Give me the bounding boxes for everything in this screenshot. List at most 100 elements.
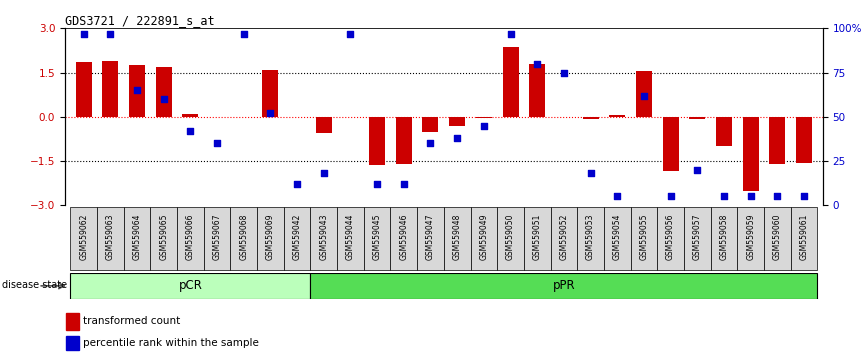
FancyBboxPatch shape [204, 207, 230, 269]
Point [557, 70, 571, 75]
Point [184, 128, 197, 134]
Point [236, 31, 250, 36]
Point [77, 31, 91, 36]
Point [370, 181, 384, 187]
FancyBboxPatch shape [417, 207, 443, 269]
FancyBboxPatch shape [630, 207, 657, 269]
Text: GSM559055: GSM559055 [639, 213, 649, 260]
Text: GSM559062: GSM559062 [79, 213, 88, 260]
Text: transformed count: transformed count [83, 316, 180, 326]
Text: GSM559053: GSM559053 [586, 213, 595, 260]
Bar [475, 117, 492, 118]
Text: GSM559042: GSM559042 [293, 213, 301, 260]
Point [344, 31, 358, 36]
FancyBboxPatch shape [337, 207, 364, 269]
Text: GSM559068: GSM559068 [239, 213, 249, 260]
FancyBboxPatch shape [97, 207, 124, 269]
Text: GSM559066: GSM559066 [186, 213, 195, 260]
Text: GSM559056: GSM559056 [666, 213, 675, 260]
Bar [662, 117, 679, 171]
Point [504, 31, 518, 36]
FancyBboxPatch shape [70, 273, 310, 299]
Text: GSM559046: GSM559046 [399, 213, 408, 260]
Text: GSM559048: GSM559048 [453, 213, 462, 260]
Point [317, 171, 331, 176]
Bar [423, 117, 438, 132]
FancyBboxPatch shape [124, 207, 151, 269]
FancyBboxPatch shape [230, 207, 257, 269]
Point [530, 61, 544, 67]
Point [611, 194, 624, 199]
Text: GSM559061: GSM559061 [799, 213, 809, 260]
FancyBboxPatch shape [364, 207, 391, 269]
Point [210, 141, 224, 146]
Bar [262, 70, 278, 117]
FancyBboxPatch shape [791, 207, 818, 269]
FancyBboxPatch shape [151, 207, 177, 269]
FancyBboxPatch shape [70, 207, 97, 269]
FancyBboxPatch shape [684, 207, 711, 269]
Bar [610, 115, 625, 117]
Bar [529, 64, 546, 117]
Bar [75, 62, 92, 117]
Point [263, 110, 277, 116]
Bar [129, 65, 145, 117]
Bar [396, 117, 412, 164]
Bar [102, 61, 119, 117]
Text: GSM559063: GSM559063 [106, 213, 115, 260]
Bar [769, 117, 785, 164]
Text: GSM559065: GSM559065 [159, 213, 168, 260]
FancyBboxPatch shape [551, 207, 578, 269]
Point [690, 167, 704, 173]
Text: GSM559064: GSM559064 [132, 213, 141, 260]
Bar [689, 117, 705, 119]
Bar [716, 117, 732, 146]
FancyBboxPatch shape [257, 207, 284, 269]
Bar [369, 117, 385, 166]
Point [637, 93, 651, 98]
FancyBboxPatch shape [284, 207, 310, 269]
Point [663, 194, 677, 199]
FancyBboxPatch shape [578, 207, 604, 269]
Point [717, 194, 731, 199]
Point [477, 123, 491, 129]
Text: GSM559052: GSM559052 [559, 213, 568, 260]
FancyBboxPatch shape [443, 207, 470, 269]
FancyBboxPatch shape [524, 207, 551, 269]
Text: pPR: pPR [553, 279, 575, 292]
Text: GSM559047: GSM559047 [426, 213, 435, 260]
Bar [183, 114, 198, 117]
Text: GSM559043: GSM559043 [320, 213, 328, 260]
FancyBboxPatch shape [711, 207, 737, 269]
Bar [156, 67, 171, 117]
Bar [502, 47, 519, 117]
Bar [583, 117, 598, 119]
Point [397, 181, 410, 187]
FancyBboxPatch shape [604, 207, 630, 269]
Text: GSM559044: GSM559044 [346, 213, 355, 260]
Bar [796, 117, 812, 162]
FancyBboxPatch shape [391, 207, 417, 269]
Text: disease state: disease state [2, 280, 67, 290]
FancyBboxPatch shape [310, 207, 337, 269]
Point [290, 181, 304, 187]
Point [423, 141, 437, 146]
FancyBboxPatch shape [310, 273, 818, 299]
Bar [743, 117, 759, 190]
Text: GSM559051: GSM559051 [533, 213, 542, 260]
Text: GSM559045: GSM559045 [372, 213, 382, 260]
Point [771, 194, 785, 199]
Text: GSM559049: GSM559049 [480, 213, 488, 260]
Bar [449, 117, 465, 126]
Text: GSM559058: GSM559058 [720, 213, 728, 260]
FancyBboxPatch shape [657, 207, 684, 269]
Text: GSM559050: GSM559050 [506, 213, 515, 260]
Bar [67, 336, 79, 350]
Text: GSM559067: GSM559067 [212, 213, 222, 260]
Text: GSM559060: GSM559060 [772, 213, 782, 260]
Text: GSM559054: GSM559054 [613, 213, 622, 260]
FancyBboxPatch shape [764, 207, 791, 269]
Point [797, 194, 811, 199]
Point [450, 135, 464, 141]
Bar [67, 313, 79, 330]
